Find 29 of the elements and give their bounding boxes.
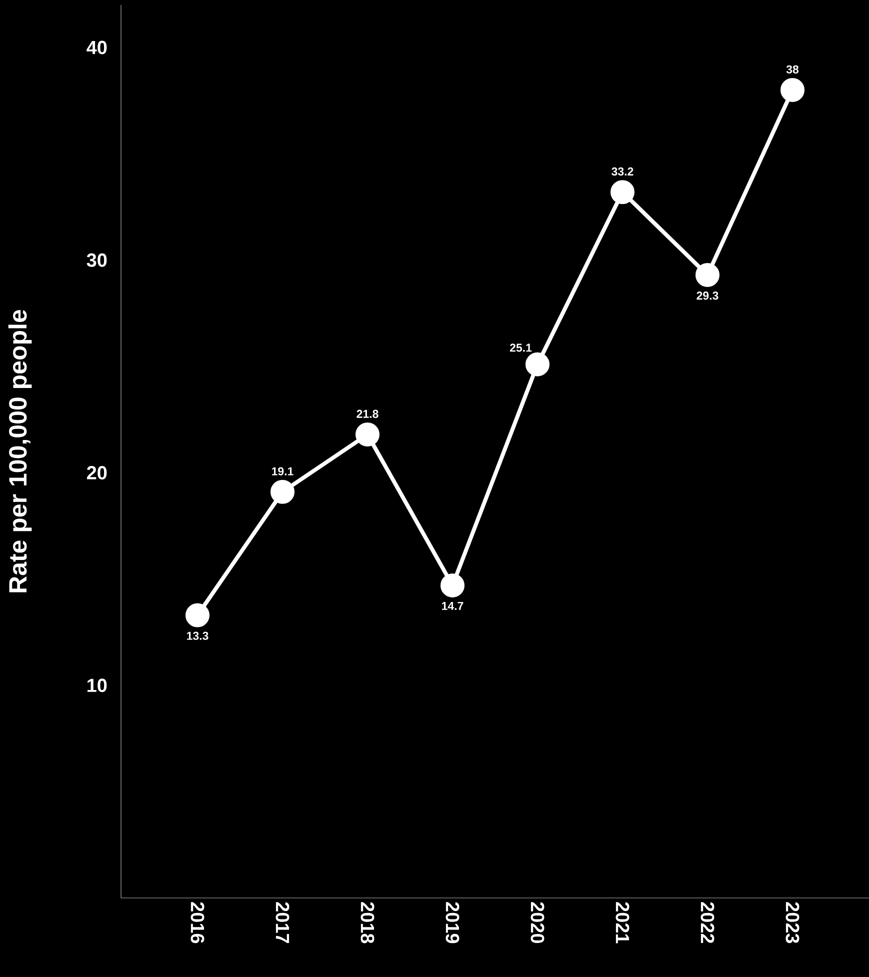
y-tick-label: 40 — [86, 40, 107, 54]
x-tick-label: 2016 — [190, 902, 204, 944]
data-label: 29.3 — [696, 292, 718, 300]
point — [440, 573, 464, 598]
x-tick-label: 2022 — [700, 902, 714, 944]
point — [186, 603, 210, 628]
data-label: 38 — [786, 65, 799, 74]
data-label: 19.1 — [272, 467, 294, 476]
data-label: 13.3 — [187, 632, 208, 640]
y-tick-label: 20 — [86, 466, 107, 480]
data-label: 14.7 — [442, 602, 464, 610]
x-tick-label: 2019 — [446, 902, 460, 944]
point — [610, 180, 634, 204]
point — [355, 422, 380, 446]
data-label: 25.1 — [510, 344, 532, 352]
x-tick-label: 2017 — [276, 902, 290, 943]
y-tick-label: 10 — [88, 678, 107, 692]
point — [270, 480, 294, 504]
point — [525, 352, 550, 376]
x-tick-label: 2018 — [360, 902, 374, 944]
x-tick-label: 2021 — [616, 902, 630, 944]
y-axis-title: Rate per 100,000 people — [8, 310, 32, 592]
y-tick-label: 30 — [86, 253, 107, 267]
data-label: 33.2 — [612, 167, 634, 176]
data-label: 21.8 — [356, 410, 378, 418]
point — [695, 263, 720, 288]
point — [780, 78, 804, 102]
x-tick-label: 2020 — [530, 902, 544, 944]
x-tick-label: 2023 — [786, 902, 800, 944]
